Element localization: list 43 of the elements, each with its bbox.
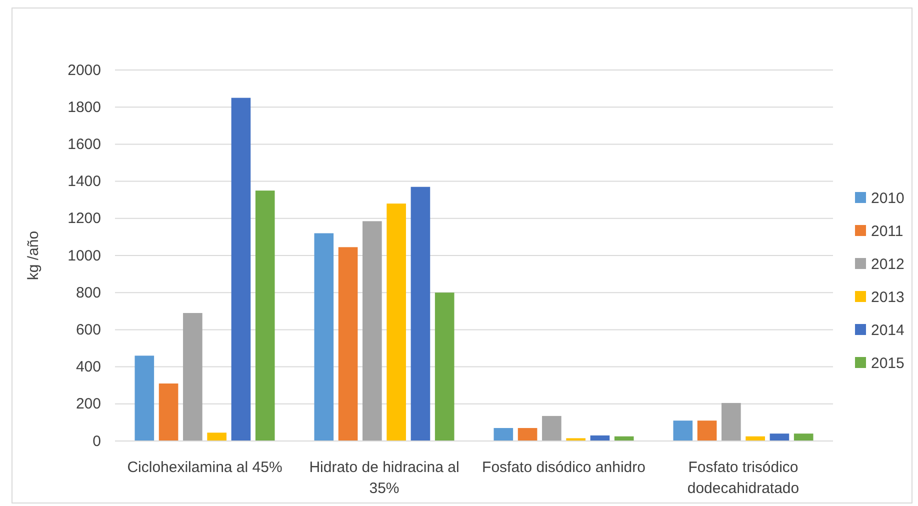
y-tick-label: 1400	[68, 173, 101, 190]
bar	[255, 190, 275, 441]
bar	[410, 186, 430, 441]
bar	[183, 313, 202, 441]
y-tick-label: 800	[76, 284, 101, 302]
y-tick-label: 2000	[68, 62, 101, 79]
y-tick-label: 200	[76, 396, 101, 413]
bar	[722, 402, 741, 441]
y-tick-label: 1000	[68, 247, 101, 264]
y-tick-label: 400	[76, 358, 101, 376]
bar	[134, 356, 154, 441]
x-tick-label: Hidrato de hidracina al 35%	[309, 459, 460, 497]
x-tick-label: Fosfato trisódico dodecahidratado	[687, 459, 800, 497]
bar	[770, 434, 790, 441]
legend-label: 2014	[871, 322, 904, 339]
bar	[494, 428, 514, 441]
bar	[158, 383, 178, 441]
legend-label: 2010	[871, 190, 904, 207]
y-axis-title: kg /año	[25, 230, 42, 280]
bar	[794, 434, 814, 441]
y-tick-label: 1800	[68, 98, 101, 116]
bar	[338, 247, 358, 441]
bar	[207, 432, 226, 441]
legend-label: 2011	[871, 223, 904, 240]
bar	[362, 221, 382, 441]
legend-label: 2013	[871, 289, 904, 306]
bar	[518, 428, 538, 441]
bar	[542, 416, 562, 441]
bar	[434, 292, 454, 441]
bar	[386, 204, 406, 441]
x-tick-label: Ciclohexilamina al 45%	[127, 459, 282, 476]
y-tick-label: 600	[76, 322, 101, 338]
y-tick-label: 1600	[68, 136, 101, 153]
legend-label: 2015	[871, 355, 904, 372]
bar	[566, 438, 586, 441]
legend-label: 2012	[871, 256, 904, 273]
bar	[673, 420, 693, 441]
y-tick-label: 0	[92, 432, 101, 450]
bar	[697, 420, 717, 441]
y-tick-label: 1200	[68, 210, 101, 228]
x-tick-label: Fosfato disódico anhidro	[482, 459, 646, 476]
bar	[314, 233, 334, 441]
bar	[231, 98, 251, 441]
